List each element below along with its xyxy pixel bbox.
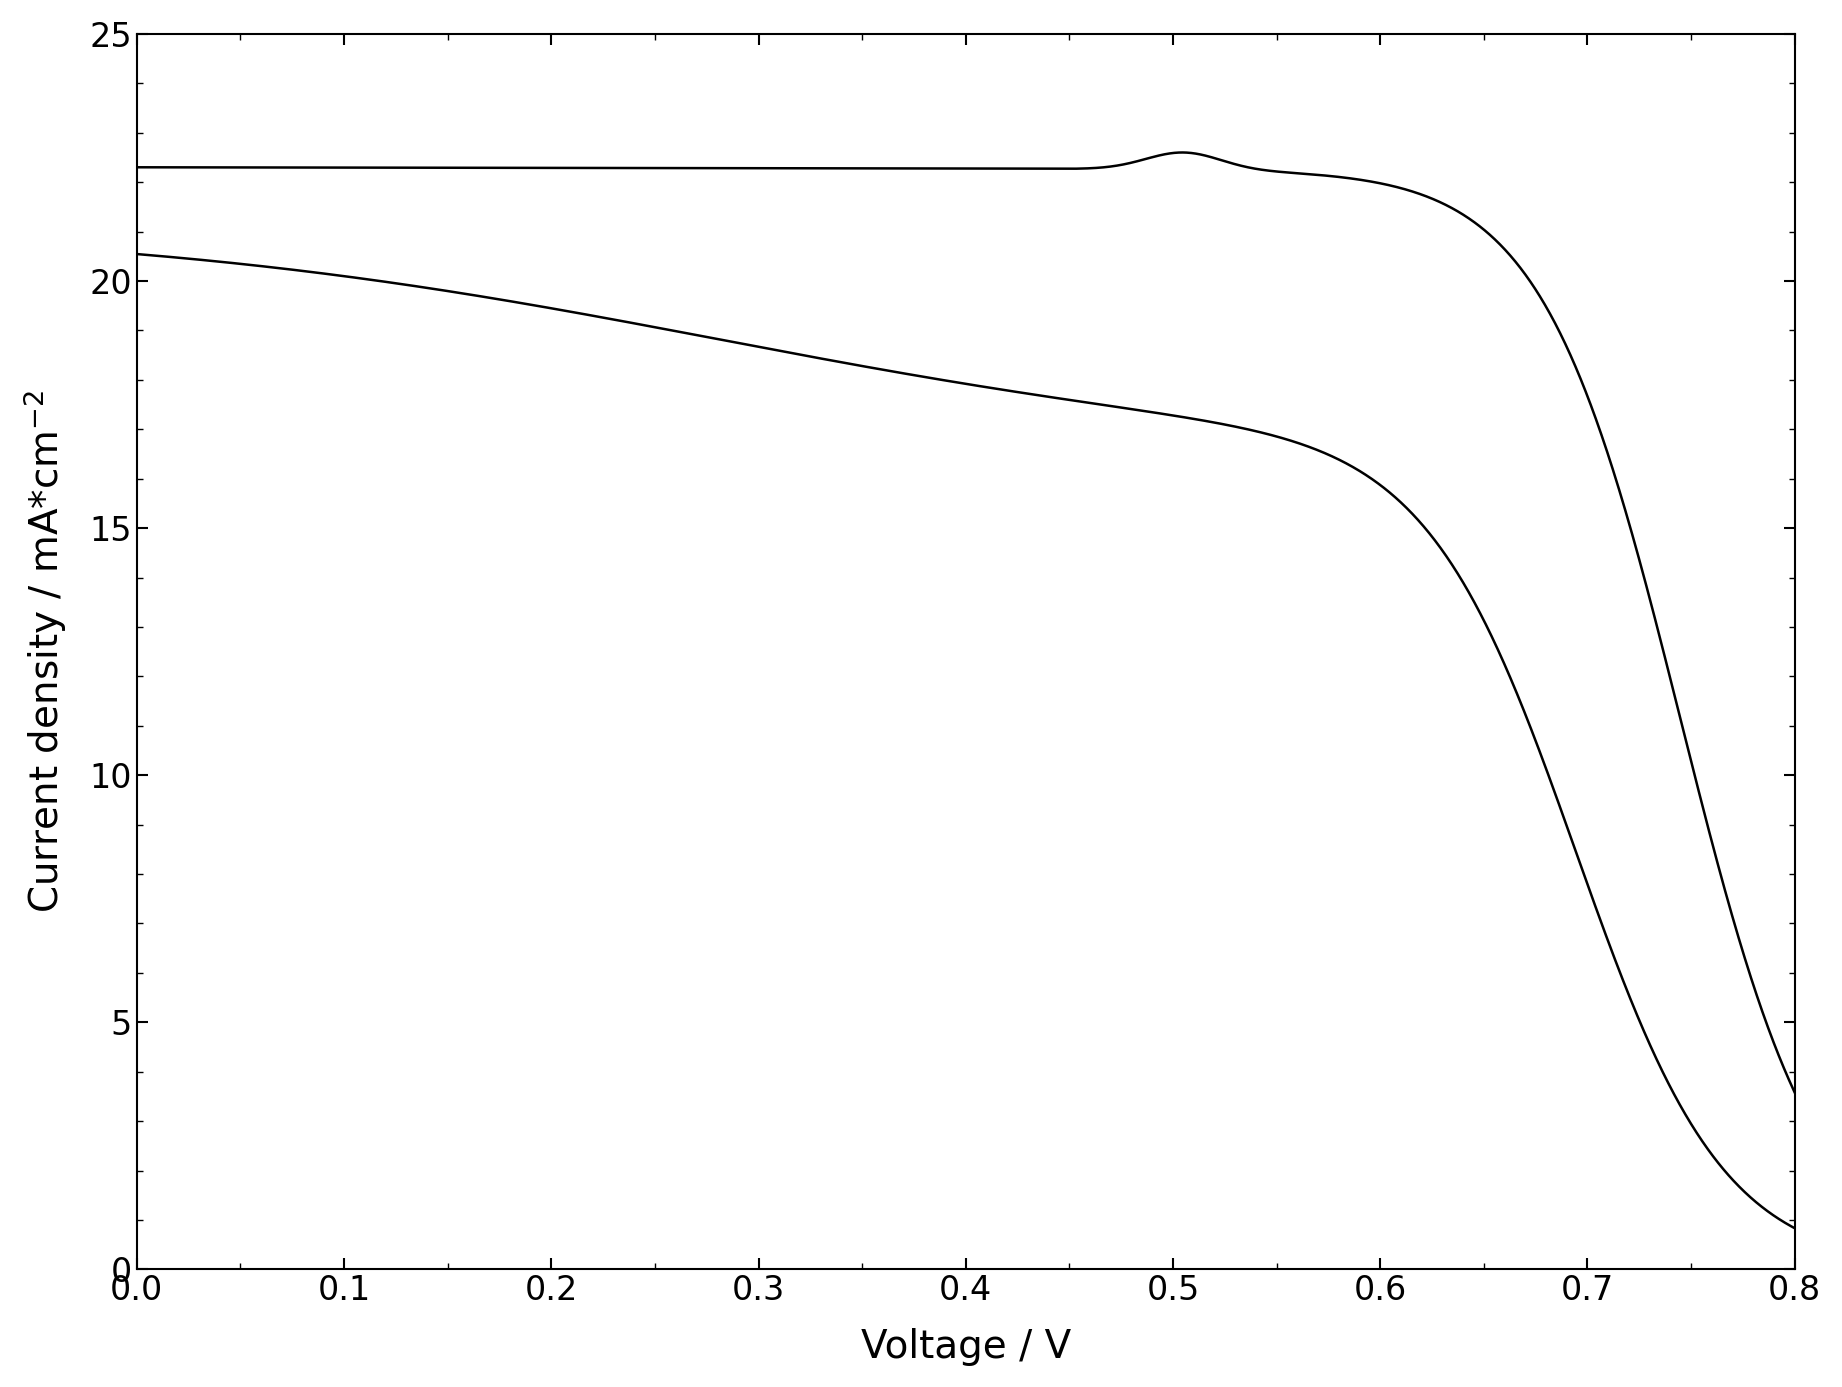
Y-axis label: Current density / mA*cm$^{-2}$: Current density / mA*cm$^{-2}$ <box>20 390 68 913</box>
X-axis label: Voltage / V: Voltage / V <box>860 1329 1070 1366</box>
